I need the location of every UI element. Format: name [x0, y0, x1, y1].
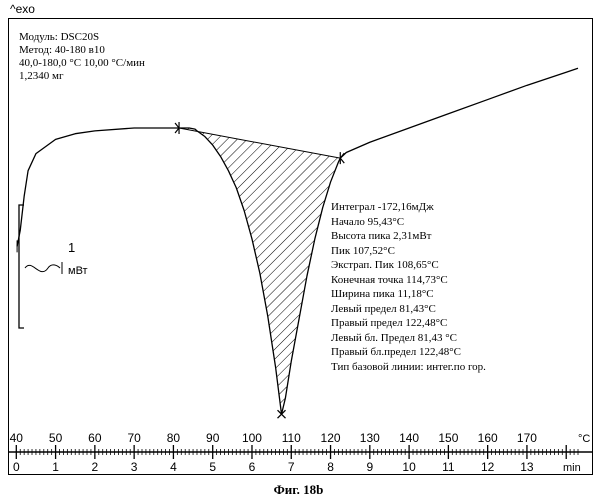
temperature-tick-label: 80: [167, 431, 181, 445]
time-tick-label: 1: [52, 460, 59, 474]
temperature-tick-label: 70: [127, 431, 141, 445]
temperature-tick-label: 140: [399, 431, 419, 445]
time-tick-label: 0: [13, 460, 20, 474]
time-tick-label: 9: [366, 460, 373, 474]
time-tick-label: 5: [209, 460, 216, 474]
time-tick-label: 6: [249, 460, 256, 474]
time-axis-label: min: [563, 462, 581, 474]
temperature-tick-label: 120: [321, 431, 341, 445]
time-tick-label: 12: [481, 460, 495, 474]
time-tick-label: 13: [520, 460, 534, 474]
temperature-tick-label: 100: [242, 431, 262, 445]
temperature-tick-label: 130: [360, 431, 380, 445]
temperature-tick-label: 170: [517, 431, 537, 445]
figure-caption: Фиг. 18b: [0, 482, 597, 498]
temperature-tick-label: 110: [282, 431, 301, 445]
temperature-axis-label: °C: [578, 433, 590, 445]
scale-bar-squiggle: [25, 265, 60, 272]
time-tick-label: 3: [131, 460, 138, 474]
time-tick-label: 10: [402, 460, 416, 474]
temperature-tick-label: 40: [10, 431, 24, 445]
temperature-tick-label: 160: [478, 431, 498, 445]
temperature-tick-label: 50: [49, 431, 63, 445]
time-tick-label: 11: [442, 460, 455, 474]
time-tick-label: 8: [327, 460, 334, 474]
temperature-tick-label: 150: [438, 431, 458, 445]
temperature-tick-label: 90: [206, 431, 220, 445]
time-tick-label: 2: [92, 460, 99, 474]
time-tick-label: 4: [170, 460, 177, 474]
time-tick-label: 7: [288, 460, 295, 474]
limit-marker: [340, 152, 344, 164]
temperature-tick-label: 60: [88, 431, 102, 445]
